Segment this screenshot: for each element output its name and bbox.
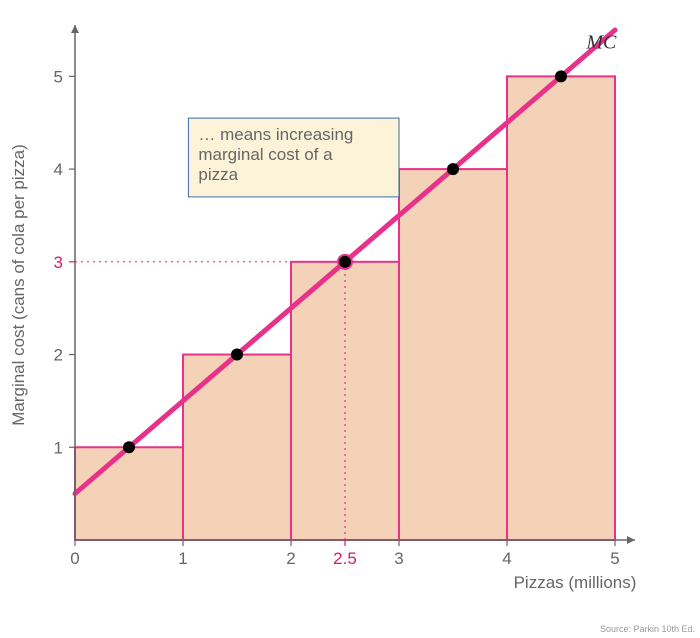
x-tick-label: 5 [610, 549, 619, 568]
mc-chart: 0 1 2 3 4 5 2.5 1 2 3 4 5 Pizzas (millions) Marginal … [0, 0, 700, 638]
y-tick-label: 5 [54, 67, 63, 86]
annotation-text: pizza [198, 165, 238, 184]
y-axis-label: Marginal cost (cans of cola per pizza) [9, 144, 28, 426]
chart-container: 0 1 2 3 4 5 2.5 1 2 3 4 5 Pizzas (millions) Marginal … [0, 0, 700, 638]
x-tick-label: 1 [178, 549, 187, 568]
mc-label: MC [585, 32, 617, 54]
y-tick-label: 4 [54, 160, 63, 179]
annotation-text: marginal cost of a [198, 145, 333, 164]
x-tick-label: 2 [286, 549, 295, 568]
annotation-text: … means increasing [198, 125, 353, 144]
x-axis-label: Pizzas (millions) [514, 573, 637, 592]
y-tick-label: 3 [54, 253, 63, 272]
y-tick-label: 2 [54, 346, 63, 365]
x-tick-label-accent: 2.5 [333, 549, 357, 568]
x-tick-label: 4 [502, 549, 511, 568]
source-text: Source: Parkin 10th Ed. [600, 624, 695, 634]
x-tick-label: 0 [70, 549, 79, 568]
x-tick-label: 3 [394, 549, 403, 568]
y-tick-label: 1 [54, 438, 63, 457]
